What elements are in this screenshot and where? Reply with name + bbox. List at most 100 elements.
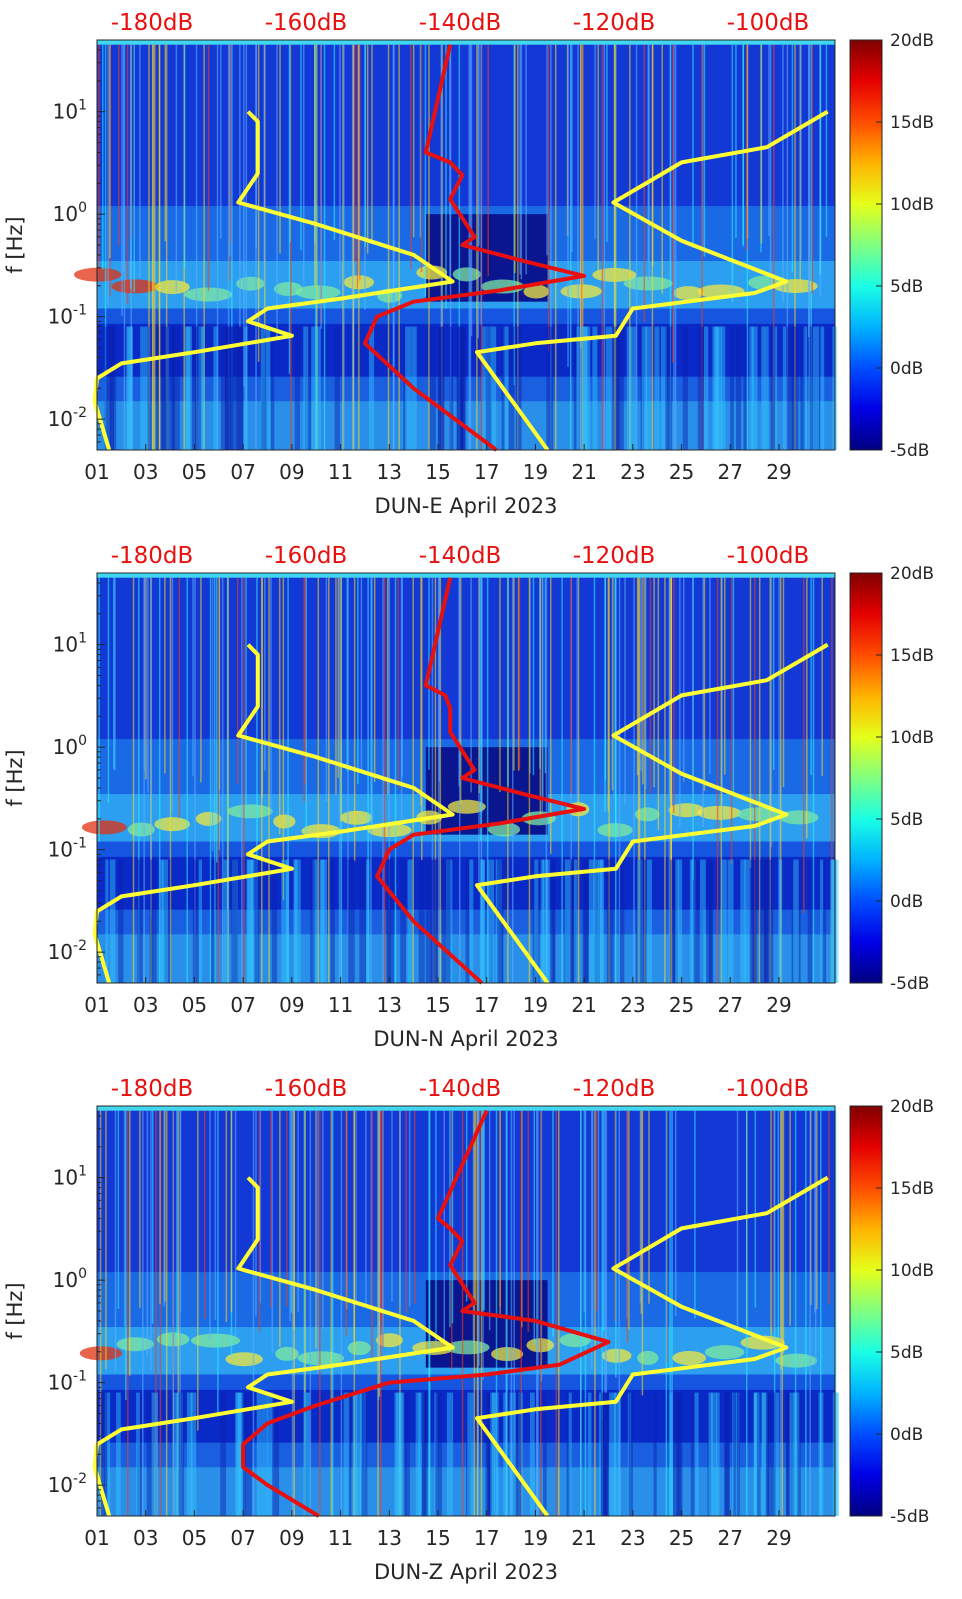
x-tick-label: 11 [328,993,353,1017]
top-db-label: -140dB [419,10,502,36]
x-tick-label: 17 [474,993,499,1017]
x-tick-label: 23 [620,993,645,1017]
colorbar-label: -5dB [890,1507,929,1527]
x-tick-label: 21 [571,993,596,1017]
spectrogram-chart: 01 03 05 07 09 11 13 15 17 19 21 23 25 27 29 10-2 10-1 10… [3,543,934,1051]
y-tick-label: 101 [53,98,87,124]
top-db-label: -140dB [419,1076,502,1102]
x-tick-label: 05 [182,460,207,484]
x-tick-label: 05 [182,1526,207,1550]
x-tick-label: 07 [230,460,255,484]
top-db-label: -180dB [111,10,194,36]
colorbar-label: 5dB [890,810,923,830]
x-tick-label: 05 [182,993,207,1017]
overlay-line-1 [92,643,455,984]
y-tick-label: 10-1 [48,836,87,862]
y-axis-title: f [Hz] [3,1282,27,1339]
y-tick-label: 100 [53,200,87,226]
top-db-label: -160dB [265,10,348,36]
x-tick-label: 29 [766,993,791,1017]
x-tick-label: 29 [766,1526,791,1550]
x-tick-label: 11 [328,1526,353,1550]
x-tick-label: 13 [377,460,402,484]
x-tick-label: 15 [425,460,450,484]
x-tick-label: 19 [523,460,548,484]
x-tick-label: 03 [133,993,158,1017]
y-axis-title: f [Hz] [3,216,27,273]
x-tick-label: 27 [718,1526,743,1550]
x-tick-label: 01 [84,993,109,1017]
spectrogram-chart: 01 03 05 07 09 11 13 15 17 19 21 23 25 27 29 10-2 10-1 10… [3,1076,934,1584]
colorbar-label: 0dB [890,892,923,912]
colorbar-label: 20dB [890,564,934,584]
colorbar [849,1105,883,1517]
x-tick-label: 27 [718,993,743,1017]
y-tick-label: 100 [53,1266,87,1292]
x-tick-label: 03 [133,460,158,484]
colorbar-label: 10dB [890,195,934,215]
x-tick-label: 01 [84,1526,109,1550]
x-tick-label: 15 [425,993,450,1017]
colorbar-label: 15dB [890,646,934,666]
overlay-line-3 [241,1109,611,1518]
x-axis-title: DUN-Z April 2023 [374,1560,558,1584]
x-tick-label: 19 [523,993,548,1017]
x-tick-label: 07 [230,993,255,1017]
y-tick-label: 10-2 [48,405,87,431]
y-tick-label: 100 [53,733,87,759]
overlay-line-2 [475,109,829,452]
x-tick-label: 13 [377,1526,402,1550]
top-db-label: -120dB [573,543,656,569]
colorbar [849,39,883,451]
colorbar-label: 20dB [890,31,934,51]
y-axis-title: f [Hz] [3,749,27,806]
colorbar-label: 20dB [890,1097,934,1117]
x-tick-label: 09 [279,993,304,1017]
x-tick-label: 23 [620,1526,645,1550]
spectrogram-chart: 01 03 05 07 09 11 13 15 17 19 21 23 25 27 29 10-2 10-1 10… [3,10,934,518]
top-db-label: -120dB [573,10,656,36]
colorbar-label: 10dB [890,728,934,748]
x-tick-label: 01 [84,460,109,484]
x-tick-label: 17 [474,1526,499,1550]
colorbar-label: 15dB [890,1179,934,1199]
overlay-line-2 [475,642,829,985]
colorbar-label: 5dB [890,277,923,297]
x-tick-label: 13 [377,993,402,1017]
x-tick-label: 07 [230,1526,255,1550]
x-tick-label: 21 [571,1526,596,1550]
x-tick-label: 23 [620,460,645,484]
x-tick-label: 09 [279,1526,304,1550]
y-tick-label: 10-1 [48,303,87,329]
spectrogram-panel-dun-z: 01 03 05 07 09 11 13 15 17 19 21 23 25 27 29 10-2 10-1 10… [0,1066,962,1599]
top-db-label: -160dB [265,543,348,569]
x-tick-label: 19 [523,1526,548,1550]
overlay-line-2 [475,1175,829,1518]
y-tick-label: 10-2 [48,938,87,964]
top-db-label: -180dB [111,1076,194,1102]
top-db-label: -100dB [727,1076,810,1102]
x-tick-label: 17 [474,460,499,484]
top-db-label: -180dB [111,543,194,569]
top-db-label: -140dB [419,543,502,569]
top-db-label: -160dB [265,1076,348,1102]
x-axis-title: DUN-N April 2023 [373,1027,558,1051]
spectrogram-panel-dun-e: 01 03 05 07 09 11 13 15 17 19 21 23 25 27 29 10-2 10-1 10… [0,0,962,533]
colorbar-label: 0dB [890,1425,923,1445]
y-tick-label: 10-1 [48,1369,87,1395]
x-tick-label: 25 [669,993,694,1017]
x-axis-title: DUN-E April 2023 [375,494,558,518]
colorbar [849,572,883,984]
top-db-label: -120dB [573,1076,656,1102]
x-tick-label: 25 [669,460,694,484]
y-tick-label: 101 [53,1164,87,1190]
colorbar-label: 10dB [890,1261,934,1281]
colorbar-label: 5dB [890,1343,923,1363]
x-tick-label: 25 [669,1526,694,1550]
colorbar-label: -5dB [890,974,929,994]
overlay-line-3 [375,577,587,985]
top-db-label: -100dB [727,543,810,569]
spectrogram-panel-dun-n: 01 03 05 07 09 11 13 15 17 19 21 23 25 27 29 10-2 10-1 10… [0,533,962,1066]
x-tick-label: 27 [718,460,743,484]
spectrogram-background [81,573,839,983]
